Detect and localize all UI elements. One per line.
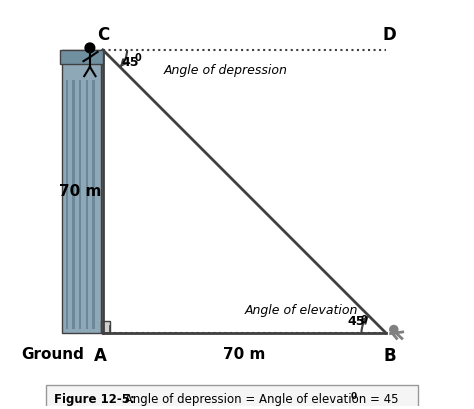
Circle shape — [85, 43, 95, 53]
Bar — [79, 80, 82, 329]
Bar — [101, 321, 109, 333]
FancyBboxPatch shape — [46, 385, 418, 409]
Text: 45: 45 — [121, 56, 138, 69]
Text: Figure 12-5:: Figure 12-5: — [54, 393, 135, 407]
Text: 0: 0 — [361, 315, 367, 325]
Text: 0: 0 — [350, 392, 356, 401]
Text: C: C — [97, 26, 109, 44]
Bar — [86, 80, 88, 329]
Bar — [60, 50, 103, 64]
Text: 70 m: 70 m — [223, 347, 265, 362]
Text: Angle of elevation: Angle of elevation — [244, 304, 358, 317]
Circle shape — [390, 326, 398, 334]
Bar — [63, 50, 101, 333]
Text: D: D — [383, 26, 397, 44]
Text: Ground: Ground — [21, 347, 84, 362]
Text: Angle of depression = Angle of elevation = 45: Angle of depression = Angle of elevation… — [121, 393, 399, 407]
Bar — [66, 80, 68, 329]
Text: 45: 45 — [347, 315, 365, 328]
Text: 70 m: 70 m — [59, 184, 102, 199]
Text: 0: 0 — [134, 53, 141, 63]
Text: A: A — [94, 347, 107, 365]
Bar — [92, 80, 95, 329]
Text: Angle of depression: Angle of depression — [164, 63, 287, 76]
Text: B: B — [383, 347, 396, 365]
Bar — [73, 80, 75, 329]
